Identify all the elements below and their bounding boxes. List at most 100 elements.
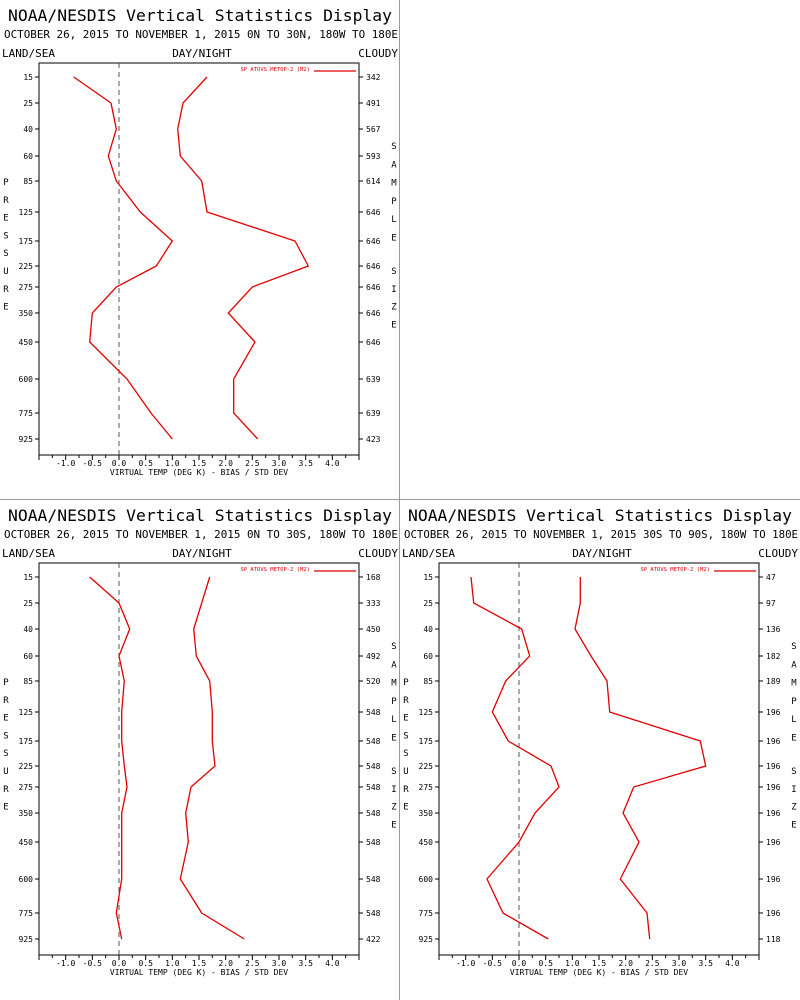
pressure-level-label: 125 xyxy=(19,708,34,717)
x-tick-label: -1.0 xyxy=(56,459,75,468)
x-tick-label: 1.0 xyxy=(165,459,180,468)
pressure-level-label: 350 xyxy=(419,809,434,818)
sample-axis-letter: M xyxy=(791,679,797,689)
x-tick-label: -0.5 xyxy=(83,959,102,968)
land-sea-label: LAND/SEA xyxy=(2,47,55,60)
x-tick-label: -0.5 xyxy=(83,459,102,468)
pressure-axis-letter: P xyxy=(403,678,409,688)
pressure-level-label: 925 xyxy=(19,435,34,444)
pressure-axis-letter: S xyxy=(3,749,8,759)
pressure-level-label: 775 xyxy=(19,909,34,918)
x-tick-label: -0.5 xyxy=(483,959,502,968)
sample-size-label: 333 xyxy=(366,599,381,608)
sample-size-label: 567 xyxy=(366,125,381,134)
cloudy-label: CLOUDY xyxy=(358,547,398,560)
pressure-axis-letter: E xyxy=(3,714,8,724)
x-tick-label: 1.5 xyxy=(592,959,607,968)
sample-size-label: 548 xyxy=(366,875,381,884)
pressure-axis-letter: E xyxy=(3,214,8,224)
pressure-level-label: 40 xyxy=(23,125,33,134)
sample-axis-letter: A xyxy=(391,660,397,670)
legend-label: SP ATOVS METOP-2 (M2) xyxy=(240,567,310,573)
pressure-level-label: 775 xyxy=(419,909,434,918)
pressure-axis-letter: R xyxy=(3,696,9,706)
panel-title: NOAA/NESDIS Vertical Statistics Display xyxy=(8,506,392,525)
sample-size-label: 97 xyxy=(766,599,776,608)
sample-size-label: 422 xyxy=(366,935,381,944)
pressure-axis-letter: S xyxy=(403,749,408,759)
sample-size-label: 639 xyxy=(366,409,381,418)
pressure-level-label: 600 xyxy=(19,375,34,384)
sample-size-label: 136 xyxy=(766,625,781,634)
size-axis-letter: I xyxy=(791,785,796,795)
size-axis-letter: Z xyxy=(391,803,397,813)
pressure-level-label: 40 xyxy=(23,625,33,634)
x-tick-label: 0.5 xyxy=(138,459,153,468)
sample-size-label: 423 xyxy=(366,435,381,444)
sample-size-label: 639 xyxy=(366,375,381,384)
plot-frame xyxy=(438,562,760,956)
x-tick-label: 0.0 xyxy=(112,959,127,968)
pressure-level-label: 60 xyxy=(23,152,33,161)
series-line-std-dev xyxy=(179,576,245,940)
pressure-level-label: 350 xyxy=(19,809,34,818)
pressure-axis-letter: E xyxy=(3,803,8,813)
pressure-level-label: 25 xyxy=(423,599,433,608)
pressure-level-label: 60 xyxy=(23,652,33,661)
pressure-level-label: 275 xyxy=(19,283,34,292)
size-axis-letter: S xyxy=(391,267,396,277)
pressure-axis-letter: R xyxy=(403,696,409,706)
x-tick-label: 0.0 xyxy=(112,459,127,468)
cloudy-label: CLOUDY xyxy=(758,547,798,560)
sample-size-label: 342 xyxy=(366,73,381,82)
x-tick-label: 2.0 xyxy=(618,959,633,968)
pressure-level-label: 600 xyxy=(419,875,434,884)
pressure-axis-letter: R xyxy=(403,785,409,795)
sample-size-label: 196 xyxy=(766,783,781,792)
panel-title: NOAA/NESDIS Vertical Statistics Display xyxy=(8,6,392,25)
pressure-axis-letter: S xyxy=(3,731,8,741)
x-axis-title: VIRTUAL TEMP (DEG K) - BIAS / STD DEV xyxy=(510,968,688,977)
size-axis-letter: E xyxy=(791,820,796,830)
panel-0n-30n: NOAA/NESDIS Vertical Statistics Display O… xyxy=(2,6,398,477)
x-tick-label: 2.5 xyxy=(645,959,660,968)
sample-size-label: 450 xyxy=(366,625,381,634)
sample-axis-letter: L xyxy=(391,715,396,725)
x-tick-label: 1.5 xyxy=(192,959,207,968)
pressure-axis-letter: P xyxy=(3,178,9,188)
x-tick-label: 3.0 xyxy=(272,959,287,968)
x-tick-label: 2.0 xyxy=(218,459,233,468)
pressure-level-label: 175 xyxy=(19,737,34,746)
land-sea-label: LAND/SEA xyxy=(402,547,455,560)
pressure-level-label: 15 xyxy=(23,73,33,82)
pressure-level-label: 600 xyxy=(19,875,34,884)
sample-size-label: 646 xyxy=(366,208,381,217)
pressure-axis-letter: E xyxy=(403,803,408,813)
pressure-level-label: 175 xyxy=(419,737,434,746)
pressure-level-label: 60 xyxy=(423,652,433,661)
series-line-bias xyxy=(89,576,131,940)
sample-size-label: 196 xyxy=(766,909,781,918)
pressure-axis-letter: R xyxy=(3,785,9,795)
sample-size-label: 646 xyxy=(366,283,381,292)
pressure-level-label: 125 xyxy=(19,208,34,217)
panel-30s-90s: NOAA/NESDIS Vertical Statistics Display O… xyxy=(402,506,798,977)
pressure-level-label: 225 xyxy=(19,762,34,771)
sample-size-label: 196 xyxy=(766,809,781,818)
size-axis-letter: Z xyxy=(391,303,397,313)
pressure-level-label: 925 xyxy=(19,935,34,944)
sample-size-label: 548 xyxy=(366,737,381,746)
pressure-level-label: 25 xyxy=(23,99,33,108)
sample-axis-letter: M xyxy=(391,679,397,689)
x-tick-label: 3.0 xyxy=(672,959,687,968)
sample-size-label: 47 xyxy=(766,573,776,582)
sample-axis-letter: S xyxy=(391,142,396,152)
pressure-axis-letter: R xyxy=(3,196,9,206)
sample-size-label: 196 xyxy=(766,708,781,717)
sample-size-label: 196 xyxy=(766,762,781,771)
x-tick-label: -1.0 xyxy=(56,959,75,968)
pressure-level-label: 275 xyxy=(419,783,434,792)
pressure-level-label: 25 xyxy=(23,599,33,608)
sample-size-label: 646 xyxy=(366,262,381,271)
